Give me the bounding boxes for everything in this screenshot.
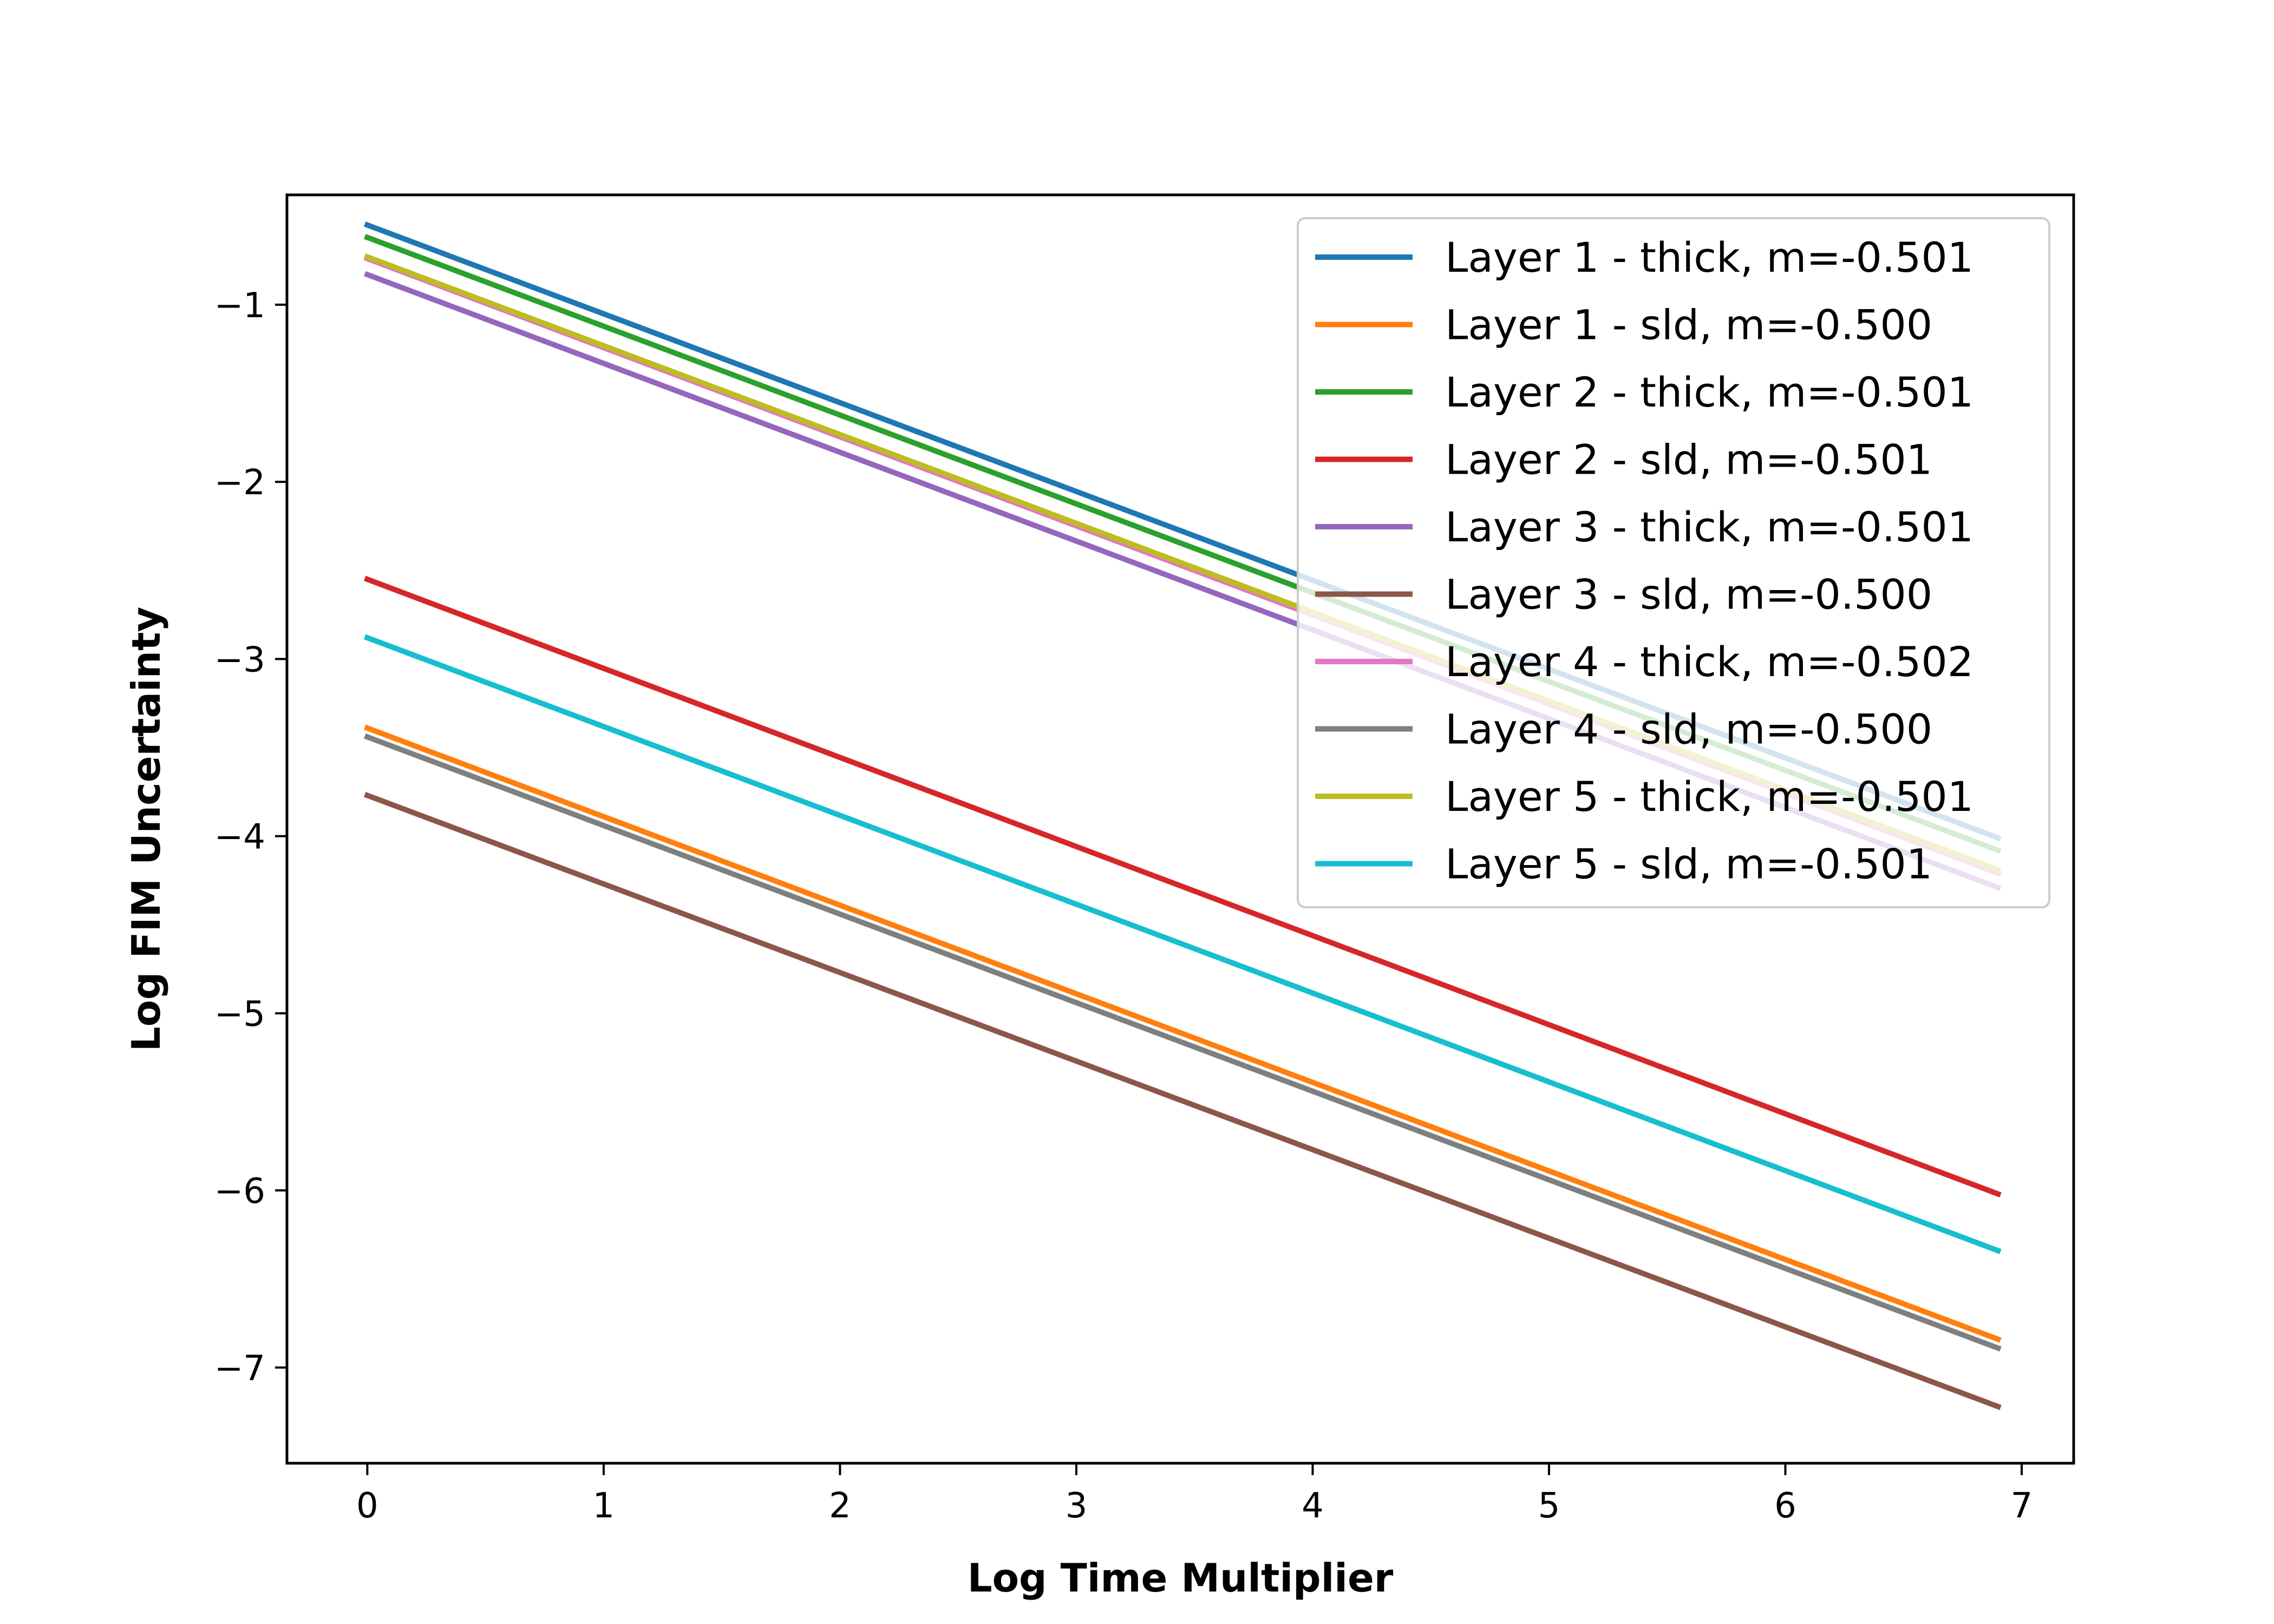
x-tick-label: 1 [593, 1486, 615, 1526]
x-tick-label: 6 [1774, 1486, 1796, 1526]
legend-entry-label: Layer 5 - sld, m=-0.501 [1445, 840, 1932, 888]
series-line-8 [363, 733, 2002, 1352]
plot-frame [285, 193, 2075, 1465]
legend-box [1297, 217, 2050, 908]
legend: Layer 1 - thick, m=-0.501 Layer 1 - sld, … [1297, 217, 2050, 908]
x-tick-label: 4 [1302, 1486, 1324, 1526]
x-tick-label: 0 [356, 1486, 378, 1526]
legend-entry-label: Layer 2 - sld, m=-0.501 [1445, 436, 1932, 484]
legend-entry-label: Layer 4 - thick, m=-0.502 [1445, 638, 1974, 686]
legend-entry-label: Layer 3 - sld, m=-0.500 [1445, 571, 1932, 619]
legend-entry-label: Layer 3 - thick, m=-0.501 [1445, 503, 1974, 551]
y-tick-label: −7 [214, 1348, 265, 1389]
y-tick-label: −5 [214, 994, 265, 1034]
y-tick-label: −3 [214, 640, 265, 680]
x-tick-label: 7 [2011, 1486, 2033, 1526]
series-line-2 [363, 724, 2002, 1343]
legend-entry-label: Layer 2 - thick, m=-0.501 [1445, 368, 1974, 416]
x-tick-label: 3 [1066, 1486, 1088, 1526]
y-tick-label: −4 [214, 817, 265, 857]
legend-entry-label: Layer 5 - thick, m=-0.501 [1445, 772, 1974, 821]
x-axis-label: Log Time Multiplier [968, 1555, 1394, 1601]
x-tick-label: 2 [829, 1486, 851, 1526]
x-axis: 0 1 2 3 4 5 6 7 [356, 1463, 2033, 1526]
legend-entry-label: Layer 1 - sld, m=-0.500 [1445, 301, 1932, 349]
legend-entry-label: Layer 1 - thick, m=-0.501 [1445, 233, 1974, 281]
x-tick-label: 5 [1538, 1486, 1560, 1526]
y-tick-label: −1 [214, 286, 265, 326]
series-line-6 [363, 791, 2002, 1410]
y-axis-label: Log FIM Uncertainty [123, 607, 169, 1052]
legend-entry-label: Layer 4 - sld, m=-0.500 [1445, 705, 1932, 754]
y-axis: −1 −2 −3 −4 −5 −6 −7 [214, 286, 287, 1389]
y-tick-label: −6 [214, 1171, 265, 1212]
series-lines [363, 221, 2002, 1410]
y-tick-label: −2 [214, 463, 265, 503]
series-line-10 [363, 634, 2002, 1254]
series-line-4 [363, 575, 2002, 1198]
